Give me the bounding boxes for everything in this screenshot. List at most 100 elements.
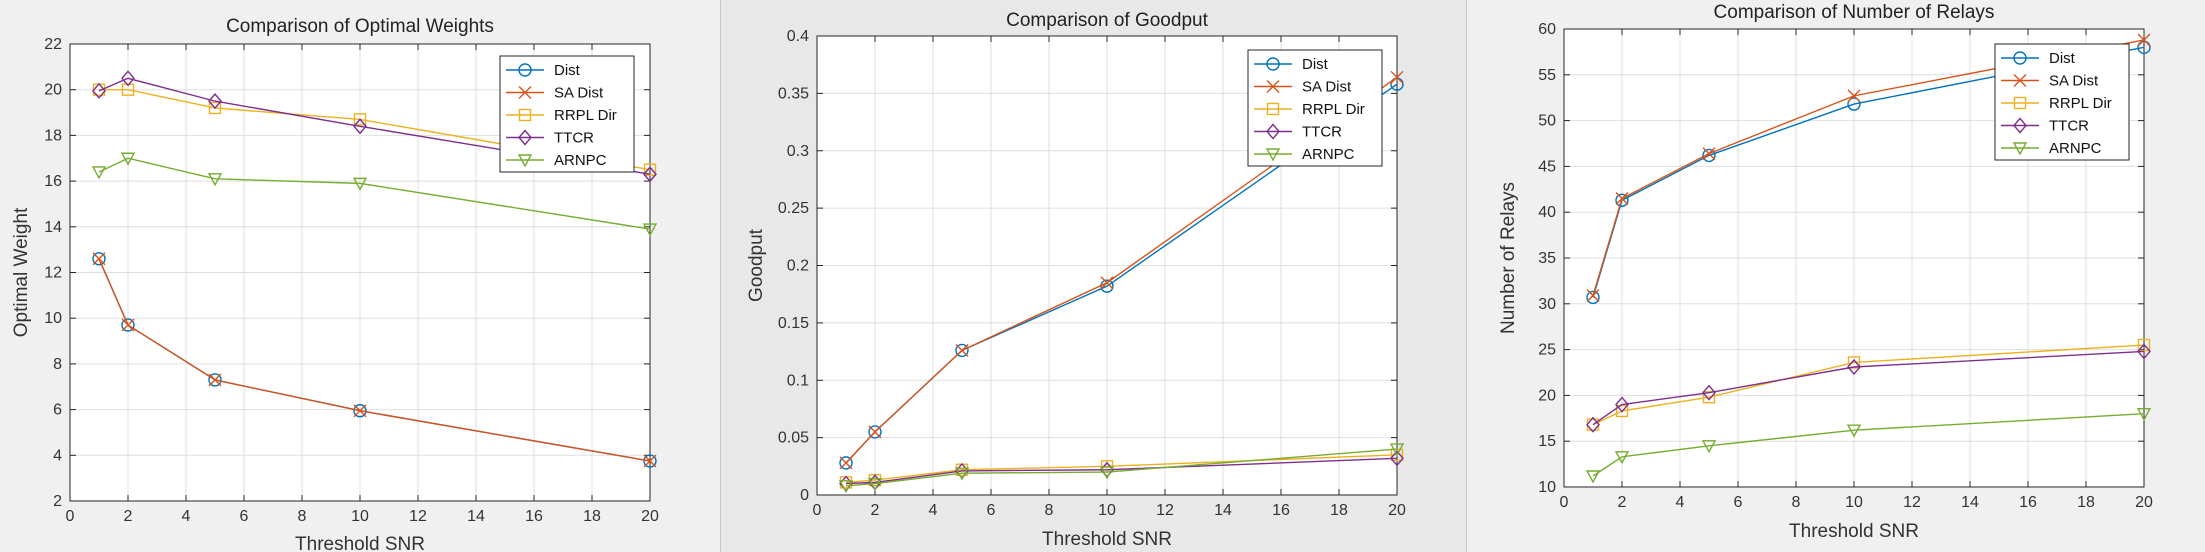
data-point-ttcr	[1390, 450, 1404, 467]
x-tick-label: 14	[1961, 494, 1979, 511]
number-of-relays-chart: 0 2 4 6 8 10 12 14 16 18 20 10 15 20 25 30 35 40 45 50 55 60 C…	[1498, 2, 2153, 542]
y-tick-label: 35	[1538, 250, 1556, 267]
x-tick-label: 10	[1845, 494, 1863, 511]
y-tick-label: 60	[1538, 21, 1556, 38]
series-arnpc	[91, 152, 658, 237]
data-point-rrpl-dir	[2137, 338, 2151, 352]
data-point-arnpc	[1701, 440, 1717, 454]
data-point-sa-dist	[955, 343, 969, 357]
legend-label: SA Dist	[2049, 73, 2099, 90]
data-point-sa-dist	[121, 318, 135, 332]
data-point-dist	[839, 456, 853, 470]
data-point-ttcr	[1847, 358, 1861, 376]
y-tick-label: 4	[53, 447, 62, 464]
legend-label: ARNPC	[1302, 146, 1355, 163]
data-point-sa-dist	[1615, 191, 1629, 205]
data-point-ttcr	[1586, 416, 1600, 433]
data-point-sa-dist	[868, 425, 882, 439]
x-tick-label: 8	[1045, 502, 1054, 519]
data-point-ttcr	[1615, 396, 1629, 413]
data-point-ttcr	[92, 82, 106, 99]
legend-marker	[2013, 74, 2027, 87]
x-tick-label: 2	[1618, 494, 1627, 511]
legend-label: Dist	[554, 62, 581, 79]
legend-label: TTCR	[554, 130, 594, 147]
x-tick-label: 4	[182, 508, 191, 525]
x-tick-label: 6	[1734, 494, 1743, 511]
x-tick-label: 18	[583, 508, 601, 525]
x-tick-label: 20	[2135, 494, 2153, 511]
y-tick-label: 0.35	[778, 85, 809, 102]
y-tick-label: 16	[44, 173, 62, 190]
series-line-arnpc	[1592, 413, 2145, 477]
data-point-ttcr	[2137, 343, 2151, 360]
legend-item-dist: Dist	[2001, 50, 2076, 67]
data-point-ttcr	[353, 118, 367, 135]
series-arnpc	[838, 443, 1405, 494]
series-sa-dist	[92, 252, 657, 468]
data-point-arnpc	[642, 223, 658, 237]
figure-window-goodput: 0 2 4 6 8 10 12 14 16 18 20 0 0.05 0.1 0.15 0.2 0.25 0.3 0…	[720, 0, 1467, 552]
data-point-ttcr	[1702, 384, 1716, 401]
legend-item-rrpl-dir: RRPL Dir	[506, 107, 617, 124]
legend-label: Dist	[1302, 56, 1329, 73]
y-tick-label: 0.2	[787, 258, 809, 275]
x-tick-label: 2	[871, 502, 880, 519]
optimal-weights-chart: 0 2 4 6 8 10 12 14 16 18 20246810121416182022Compa…	[11, 16, 659, 552]
legend-item-arnpc: ARNPC	[506, 152, 607, 169]
chart-title: Comparison of Number of Relays	[1714, 2, 1995, 23]
y-tick-label: 30	[1538, 296, 1556, 313]
legend-marker	[2013, 117, 2027, 134]
y-tick-label: 0.1	[787, 372, 809, 389]
y-tick-label: 50	[1538, 113, 1556, 130]
legend-marker	[1266, 102, 1280, 116]
data-point-dist	[955, 343, 969, 358]
legend-label: SA Dist	[1302, 79, 1352, 96]
y-tick-label: 40	[1538, 204, 1556, 221]
data-point-arnpc	[2136, 408, 2152, 422]
y-tick-label: 0.3	[787, 143, 809, 160]
y-tick-label: 10	[1538, 479, 1556, 496]
legend-item-ttcr: TTCR	[506, 129, 594, 147]
series-line-rrpl-dir	[845, 454, 1398, 484]
legend: Dist SA Dist RRPL Dir TTCR ARNPC	[1247, 49, 1383, 167]
series-line-rrpl-dir	[1592, 344, 2145, 426]
x-tick-label: 8	[1792, 494, 1801, 511]
data-point-sa-dist	[353, 404, 367, 418]
series-ttcr	[1586, 343, 2151, 433]
data-point-arnpc	[867, 477, 883, 491]
data-point-sa-dist	[1390, 70, 1404, 84]
x-axis-label: Threshold SNR	[1789, 521, 1919, 542]
legend: Dist SA Dist RRPL Dir TTCR ARNPC	[499, 55, 635, 173]
series-line-arnpc	[845, 448, 1398, 487]
data-point-arnpc	[954, 467, 970, 481]
x-tick-label: 12	[409, 508, 427, 525]
x-tick-label: 8	[298, 508, 307, 525]
x-tick-label: 10	[1098, 502, 1116, 519]
x-tick-label: 0	[813, 502, 822, 519]
data-point-dist	[1702, 148, 1716, 163]
legend-marker	[518, 63, 532, 77]
data-point-dist	[868, 425, 882, 439]
data-point-ttcr	[121, 70, 135, 87]
y-tick-label: 6	[53, 402, 62, 419]
legend-item-dist: Dist	[1254, 56, 1329, 73]
x-tick-label: 14	[467, 508, 485, 525]
y-tick-label: 25	[1538, 342, 1556, 359]
legend: Dist SA Dist RRPL Dir TTCR ARNPC	[1994, 43, 2130, 161]
data-point-arnpc	[838, 480, 854, 494]
legend-marker	[518, 129, 532, 146]
data-point-rrpl-dir	[643, 163, 657, 176]
data-point-arnpc	[352, 177, 368, 191]
data-point-dist	[1847, 97, 1861, 111]
legend-item-rrpl-dir: RRPL Dir	[1254, 101, 1365, 118]
x-tick-label: 16	[525, 508, 543, 525]
data-point-ttcr	[643, 166, 657, 183]
data-point-sa-dist	[208, 373, 222, 387]
series-line-arnpc	[98, 157, 651, 230]
legend-marker	[518, 86, 532, 99]
x-tick-label: 18	[2077, 494, 2095, 511]
data-point-dist	[1615, 193, 1629, 207]
data-point-rrpl-dir	[353, 113, 367, 126]
data-point-rrpl-dir	[1702, 391, 1716, 404]
